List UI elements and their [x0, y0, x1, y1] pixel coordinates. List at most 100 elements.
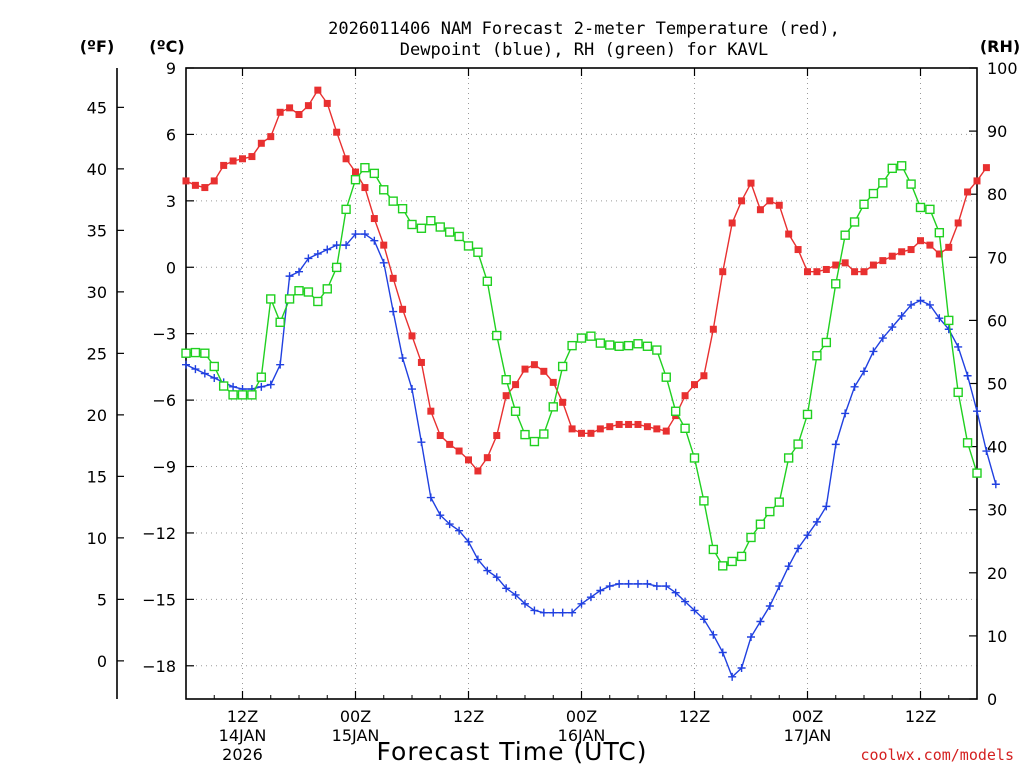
dewpoint-point: [963, 371, 972, 380]
fahrenheit-tick-label: 15: [87, 467, 107, 486]
fahrenheit-tick-label: 30: [87, 283, 107, 302]
temperature-point: [879, 257, 887, 265]
x-tick-year-label: 2026: [222, 745, 263, 764]
dewpoint-point: [596, 586, 605, 595]
temperature-point: [794, 246, 802, 254]
dewpoint-point: [718, 648, 727, 657]
dewpoint-point: [765, 602, 774, 611]
temperature-point: [342, 155, 350, 163]
celsius-tick-label: −15: [142, 590, 176, 609]
dewpoint-point: [473, 555, 482, 564]
temperature-point: [982, 164, 990, 172]
rh-point: [218, 381, 229, 391]
dewpoint-point: [822, 502, 831, 511]
temperature-point: [860, 268, 868, 276]
temperature-point: [643, 423, 651, 431]
temperature-point: [474, 467, 482, 475]
rh-point: [765, 506, 775, 517]
temperature-point: [229, 157, 237, 165]
dewpoint-point: [925, 300, 934, 309]
celsius-tick-label: 9: [166, 59, 176, 78]
temperature-point: [841, 259, 849, 267]
temperature-point: [738, 197, 746, 205]
rh-point: [906, 179, 916, 189]
dewpoint-point: [445, 520, 454, 529]
dewpoint-point: [954, 342, 963, 351]
temperature-point: [502, 392, 510, 400]
temperature-point: [257, 139, 265, 147]
rh-point: [322, 284, 332, 294]
x-axis-title: Forecast Time (UTC): [377, 737, 648, 766]
dewpoint-point: [530, 606, 539, 615]
dewpoint-point: [200, 369, 209, 378]
rh-point: [444, 227, 455, 237]
dewpoint-point: [690, 606, 699, 615]
rh-point: [802, 409, 813, 420]
dewpoint-point: [257, 382, 266, 391]
rh-point: [887, 163, 897, 174]
temperature-point: [898, 248, 906, 256]
dewpoint-point: [605, 582, 614, 591]
dewpoint-point: [389, 307, 398, 316]
rh-point: [878, 178, 888, 188]
fahrenheit-tick-label: 45: [87, 98, 107, 117]
celsius-tick-label: −18: [142, 657, 176, 676]
temperature-point: [399, 305, 407, 313]
rh-point: [699, 496, 709, 506]
temperature-point: [945, 243, 953, 251]
temperature-point: [182, 177, 190, 185]
rh-point: [435, 222, 445, 232]
dewpoint-point: [379, 258, 388, 267]
temperature-point: [964, 188, 972, 196]
dewpoint-point: [304, 254, 313, 263]
fahrenheit-tick-label: 5: [97, 590, 107, 609]
rh-point: [680, 423, 690, 434]
rh-point: [228, 390, 238, 400]
rh-point: [557, 361, 568, 372]
temperature-point: [907, 246, 915, 254]
temperature-point: [239, 155, 246, 163]
x-tick-date-label: 14JAN: [219, 726, 267, 745]
rh-point: [642, 341, 653, 351]
temperature-point: [370, 215, 378, 223]
dewpoint-point: [558, 608, 567, 617]
dewpoint-point: [539, 608, 548, 617]
dewpoint-point: [408, 385, 416, 394]
rh-point: [849, 217, 860, 227]
temperature-point: [295, 110, 303, 118]
dewpoint-point: [747, 633, 755, 642]
dewpoint-point: [841, 409, 850, 418]
temperature-point: [926, 241, 934, 249]
dewpoint-point: [549, 608, 558, 617]
x-tick-date-label: 15JAN: [332, 726, 380, 745]
temperature-point: [625, 420, 633, 428]
rh-point: [727, 556, 737, 567]
dewpoint-point: [935, 314, 944, 323]
temperature-point: [220, 161, 228, 169]
rh-point: [840, 230, 850, 240]
temperature-point: [427, 407, 435, 415]
rh-point: [746, 532, 756, 543]
rh-point: [209, 361, 219, 372]
rh-point: [915, 202, 926, 213]
temperature-point: [352, 168, 359, 176]
rh-point: [972, 468, 982, 478]
rh-point: [962, 438, 973, 448]
rh-point: [755, 519, 766, 529]
rh-point: [661, 372, 671, 382]
temperature-point: [361, 184, 369, 192]
rh-point: [294, 286, 304, 296]
dewpoint-point: [756, 617, 765, 626]
rh-point: [576, 333, 587, 343]
rh-point: [868, 188, 879, 199]
rh-point: [774, 497, 784, 507]
dewpoint-point: [464, 537, 473, 546]
dewpoint-point: [398, 354, 407, 363]
temperature-point: [248, 153, 256, 161]
dewpoint-point: [681, 597, 690, 606]
rh-point: [831, 279, 841, 289]
dewpoint-point: [568, 608, 577, 617]
rh-point: [633, 339, 643, 349]
temperature-point: [210, 177, 218, 185]
